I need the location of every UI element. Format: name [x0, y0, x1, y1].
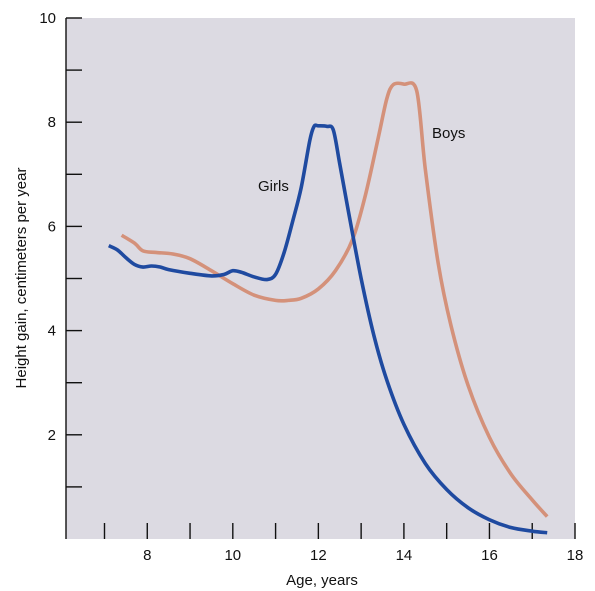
- series-layer: [107, 81, 549, 535]
- x-tick-label: 14: [396, 547, 413, 564]
- plot-area: [66, 18, 575, 539]
- x-tick-label: 8: [143, 547, 151, 564]
- y-tick-label: 8: [48, 114, 56, 131]
- x-tick-label: 16: [481, 547, 498, 564]
- x-tick-label: 18: [567, 547, 584, 564]
- girls-series-line: [107, 123, 548, 535]
- boys-series-label: Boys: [432, 125, 465, 142]
- x-axis-label: Age, years: [286, 572, 358, 589]
- y-tick-label: 2: [48, 427, 56, 444]
- y-axis-ticks: 2 4 6 8 10: [39, 10, 82, 488]
- x-axis-ticks: 8 10 12 14 16 18: [103, 523, 584, 564]
- girls-series-label: Girls: [258, 178, 289, 195]
- x-tick-label: 10: [224, 547, 241, 564]
- y-tick-label: 4: [48, 323, 56, 340]
- x-tick-label: 12: [310, 547, 327, 564]
- y-tick-label: 6: [48, 218, 56, 235]
- y-axis-label: Height gain, centimeters per year: [13, 168, 30, 389]
- y-tick-label: 10: [39, 10, 56, 27]
